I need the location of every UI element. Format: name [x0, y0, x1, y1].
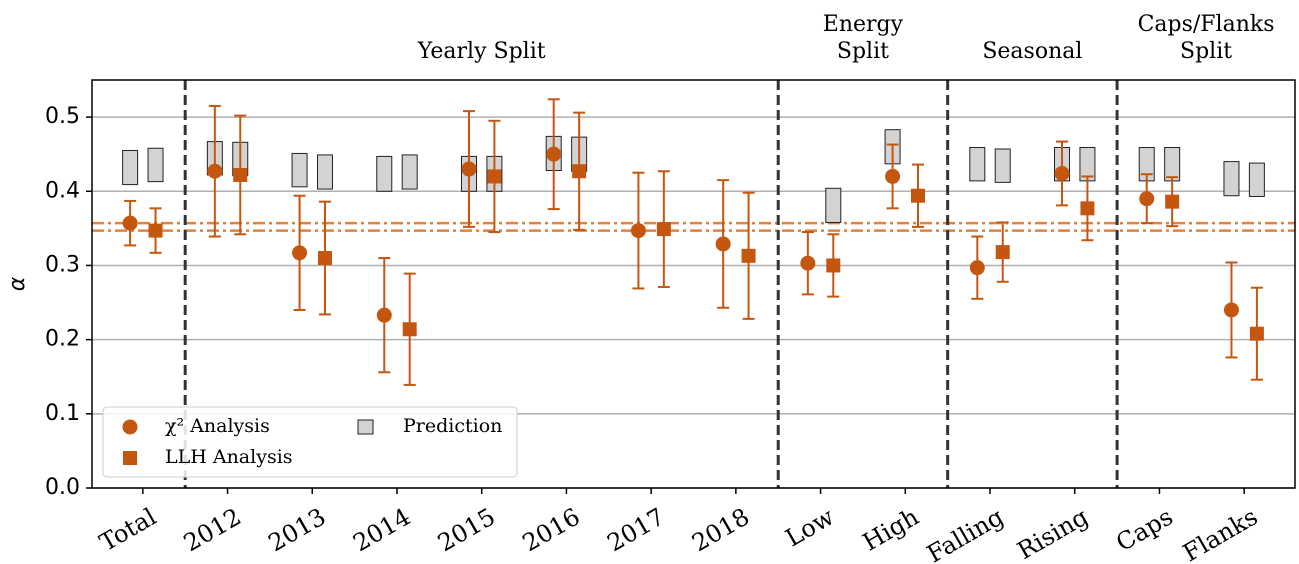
point	[1165, 194, 1180, 209]
point	[630, 223, 646, 239]
y-axis-label: α	[5, 276, 30, 291]
legend-marker	[122, 419, 138, 435]
point	[572, 164, 587, 179]
x-tick-label: 2013	[264, 503, 331, 558]
point	[233, 167, 248, 182]
point	[969, 260, 985, 276]
prediction-box	[1164, 147, 1181, 182]
prediction-box	[291, 152, 308, 188]
plot-frame	[91, 79, 1296, 489]
point	[911, 188, 926, 203]
prediction-box	[825, 187, 842, 223]
prediction-box	[147, 147, 164, 183]
point	[546, 146, 562, 162]
prediction-box	[401, 154, 418, 190]
y-tick-label: 0.1	[45, 401, 80, 426]
x-tick-label: Total	[95, 503, 161, 557]
point	[207, 163, 223, 179]
x-tick-label: Low	[781, 502, 840, 552]
point	[1054, 165, 1070, 181]
x-tick-label: Rising	[1013, 503, 1093, 564]
y-tick-label: 0.2	[45, 327, 80, 352]
prediction-box	[969, 147, 986, 182]
point	[800, 255, 816, 271]
group-label: Seasonal	[982, 39, 1082, 64]
point	[995, 245, 1010, 260]
legend-marker	[357, 419, 374, 435]
prediction-box	[376, 155, 393, 192]
legend-label: Prediction	[403, 415, 502, 437]
point	[402, 322, 417, 337]
prediction-box	[1223, 161, 1240, 197]
point	[1080, 201, 1095, 216]
point	[1139, 191, 1155, 207]
group-label: Yearly Split	[417, 39, 546, 64]
point	[376, 307, 392, 323]
legend-marker	[123, 451, 137, 465]
x-tick-label: 2015	[433, 503, 500, 558]
legend-label: LLH Analysis	[165, 446, 293, 468]
x-tick-label: 2014	[348, 503, 415, 558]
point	[122, 215, 138, 231]
prediction-box	[316, 154, 333, 190]
legend-label: χ² Analysis	[165, 415, 270, 437]
x-tick-label: High	[858, 503, 923, 557]
y-tick-label: 0.3	[45, 252, 80, 277]
point	[461, 161, 477, 177]
x-tick-label: Caps	[1111, 503, 1177, 557]
y-tick-label: 0.5	[45, 104, 80, 129]
point	[715, 236, 731, 252]
prediction-box	[1248, 162, 1265, 197]
point	[826, 258, 841, 273]
point	[1249, 326, 1264, 341]
group-label: Caps/Flanks	[1138, 12, 1275, 37]
prediction-box	[994, 148, 1011, 183]
y-tick-label: 0.4	[45, 178, 80, 203]
y-tick-label: 0.0	[45, 475, 80, 500]
point	[148, 223, 163, 238]
point	[741, 248, 756, 263]
point	[317, 251, 332, 266]
group-label: Energy	[823, 12, 904, 37]
legend-box	[102, 406, 518, 478]
point	[292, 245, 308, 261]
point	[656, 222, 671, 237]
x-tick-label: 2018	[687, 503, 754, 558]
x-tick-label: Falling	[922, 503, 1008, 564]
x-tick-label: Flanks	[1178, 503, 1262, 564]
point	[885, 168, 901, 184]
prediction-box	[122, 149, 139, 186]
x-tick-label: 2017	[602, 503, 669, 558]
x-tick-label: 2012	[179, 503, 246, 558]
point	[1223, 302, 1239, 318]
group-label: Split	[1180, 39, 1232, 64]
group-label: Split	[837, 39, 889, 64]
x-tick-label: 2016	[518, 503, 585, 558]
point	[487, 169, 502, 184]
